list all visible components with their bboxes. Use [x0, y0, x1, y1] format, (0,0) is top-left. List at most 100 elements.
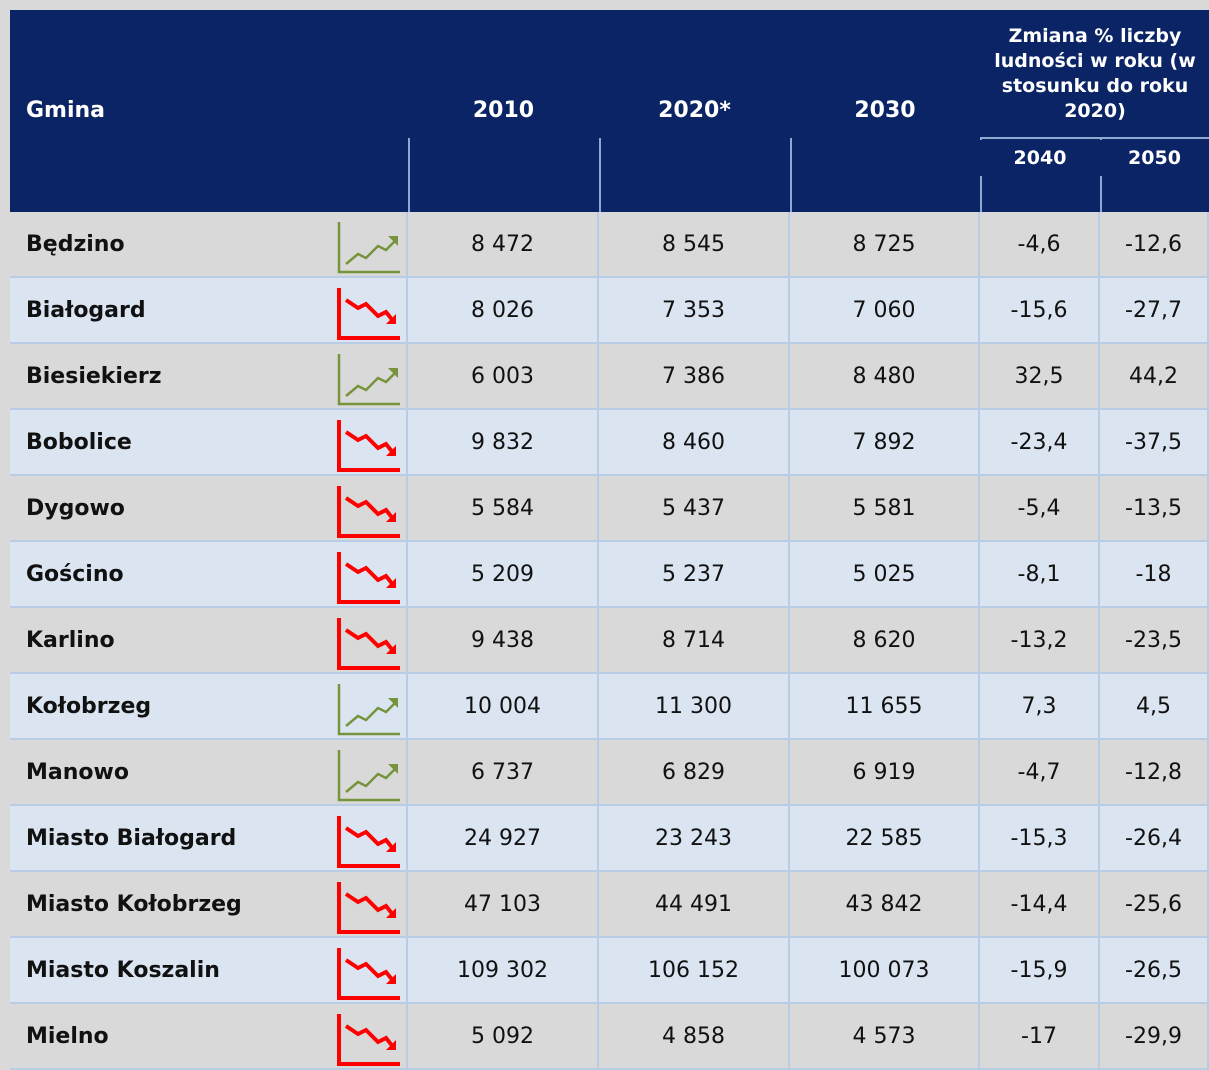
value-cell: -25,6	[1100, 872, 1209, 938]
value-cell: -26,4	[1100, 806, 1209, 872]
value-cell: 23 243	[599, 806, 790, 872]
trend-down-icon	[337, 486, 400, 538]
header-sep	[599, 138, 601, 212]
trend-up-icon	[337, 354, 400, 406]
trend-down-icon	[337, 288, 400, 340]
value-cell: -13,5	[1100, 476, 1209, 542]
value-cell: 5 437	[599, 476, 790, 542]
trend-down-icon	[337, 552, 400, 604]
header-sep	[790, 138, 792, 212]
value-cell: 7 353	[599, 278, 790, 344]
name-cell: Biesiekierz	[10, 344, 408, 410]
value-cell: -23,5	[1100, 608, 1209, 674]
name-cell: Będzino	[10, 212, 408, 278]
value-cell: 4,5	[1100, 674, 1209, 740]
value-cell: -26,5	[1100, 938, 1209, 1004]
value-cell: 5 209	[408, 542, 599, 608]
value-cell: -29,9	[1100, 1004, 1209, 1070]
value-cell: 6 919	[790, 740, 980, 806]
value-cell: 6 829	[599, 740, 790, 806]
header-year: 2030	[790, 90, 980, 130]
value-cell: 6 003	[408, 344, 599, 410]
value-cell: 7 386	[599, 344, 790, 410]
value-cell: -13,2	[980, 608, 1100, 674]
name-cell: Miasto Kołobrzeg	[10, 872, 408, 938]
value-cell: 32,5	[980, 344, 1100, 410]
header-sep	[408, 138, 410, 212]
header-rule	[980, 137, 1209, 139]
name-cell: Manowo	[10, 740, 408, 806]
value-cell: 5 581	[790, 476, 980, 542]
value-cell: -12,8	[1100, 740, 1209, 806]
value-cell: 106 152	[599, 938, 790, 1004]
header-year: 2020*	[599, 90, 790, 130]
trend-up-icon	[337, 684, 400, 736]
value-cell: 8 472	[408, 212, 599, 278]
value-cell: -8,1	[980, 542, 1100, 608]
trend-up-icon	[337, 222, 400, 274]
value-cell: 47 103	[408, 872, 599, 938]
name-cell: Białogard	[10, 278, 408, 344]
value-cell: 10 004	[408, 674, 599, 740]
trend-down-icon	[337, 420, 400, 472]
value-cell: 11 300	[599, 674, 790, 740]
value-cell: 11 655	[790, 674, 980, 740]
value-cell: 8 725	[790, 212, 980, 278]
name-cell: Miasto Białogard	[10, 806, 408, 872]
trend-down-icon	[337, 1014, 400, 1066]
value-cell: 4 573	[790, 1004, 980, 1070]
value-cell: 8 545	[599, 212, 790, 278]
value-cell: 8 620	[790, 608, 980, 674]
value-cell: 7,3	[980, 674, 1100, 740]
value-cell: 5 092	[408, 1004, 599, 1070]
header-year: 2010	[408, 90, 599, 130]
value-cell: 44 491	[599, 872, 790, 938]
value-cell: 5 025	[790, 542, 980, 608]
trend-down-icon	[337, 618, 400, 670]
name-cell: Dygowo	[10, 476, 408, 542]
value-cell: 9 832	[408, 410, 599, 476]
value-cell: 44,2	[1100, 344, 1209, 410]
value-cell: -15,9	[980, 938, 1100, 1004]
trend-down-icon	[337, 816, 400, 868]
value-cell: -17	[980, 1004, 1100, 1070]
name-cell: Karlino	[10, 608, 408, 674]
value-cell: -23,4	[980, 410, 1100, 476]
value-cell: 5 237	[599, 542, 790, 608]
value-cell: -15,6	[980, 278, 1100, 344]
name-cell: Kołobrzeg	[10, 674, 408, 740]
value-cell: 8 480	[790, 344, 980, 410]
value-cell: -12,6	[1100, 212, 1209, 278]
name-cell: Miasto Koszalin	[10, 938, 408, 1004]
value-cell: 7 892	[790, 410, 980, 476]
header-year: 2040	[980, 140, 1100, 176]
value-cell: 8 026	[408, 278, 599, 344]
trend-down-icon	[337, 948, 400, 1000]
trend-down-icon	[337, 882, 400, 934]
value-cell: 7 060	[790, 278, 980, 344]
header-year: 2050	[1100, 140, 1209, 176]
value-cell: -14,4	[980, 872, 1100, 938]
header-change: Zmiana % liczby ludności w roku (w stosu…	[990, 12, 1200, 136]
value-cell: -27,7	[1100, 278, 1209, 344]
value-cell: 5 584	[408, 476, 599, 542]
name-cell: Gościno	[10, 542, 408, 608]
value-cell: 109 302	[408, 938, 599, 1004]
trend-up-icon	[337, 750, 400, 802]
value-cell: -37,5	[1100, 410, 1209, 476]
value-cell: 8 460	[599, 410, 790, 476]
value-cell: 22 585	[790, 806, 980, 872]
value-cell: 6 737	[408, 740, 599, 806]
value-cell: 24 927	[408, 806, 599, 872]
value-cell: 8 714	[599, 608, 790, 674]
value-cell: -4,7	[980, 740, 1100, 806]
header-gmina: Gmina	[26, 90, 106, 130]
value-cell: 4 858	[599, 1004, 790, 1070]
value-cell: -15,3	[980, 806, 1100, 872]
value-cell: 9 438	[408, 608, 599, 674]
value-cell: 100 073	[790, 938, 980, 1004]
value-cell: -18	[1100, 542, 1209, 608]
value-cell: -5,4	[980, 476, 1100, 542]
name-cell: Bobolice	[10, 410, 408, 476]
